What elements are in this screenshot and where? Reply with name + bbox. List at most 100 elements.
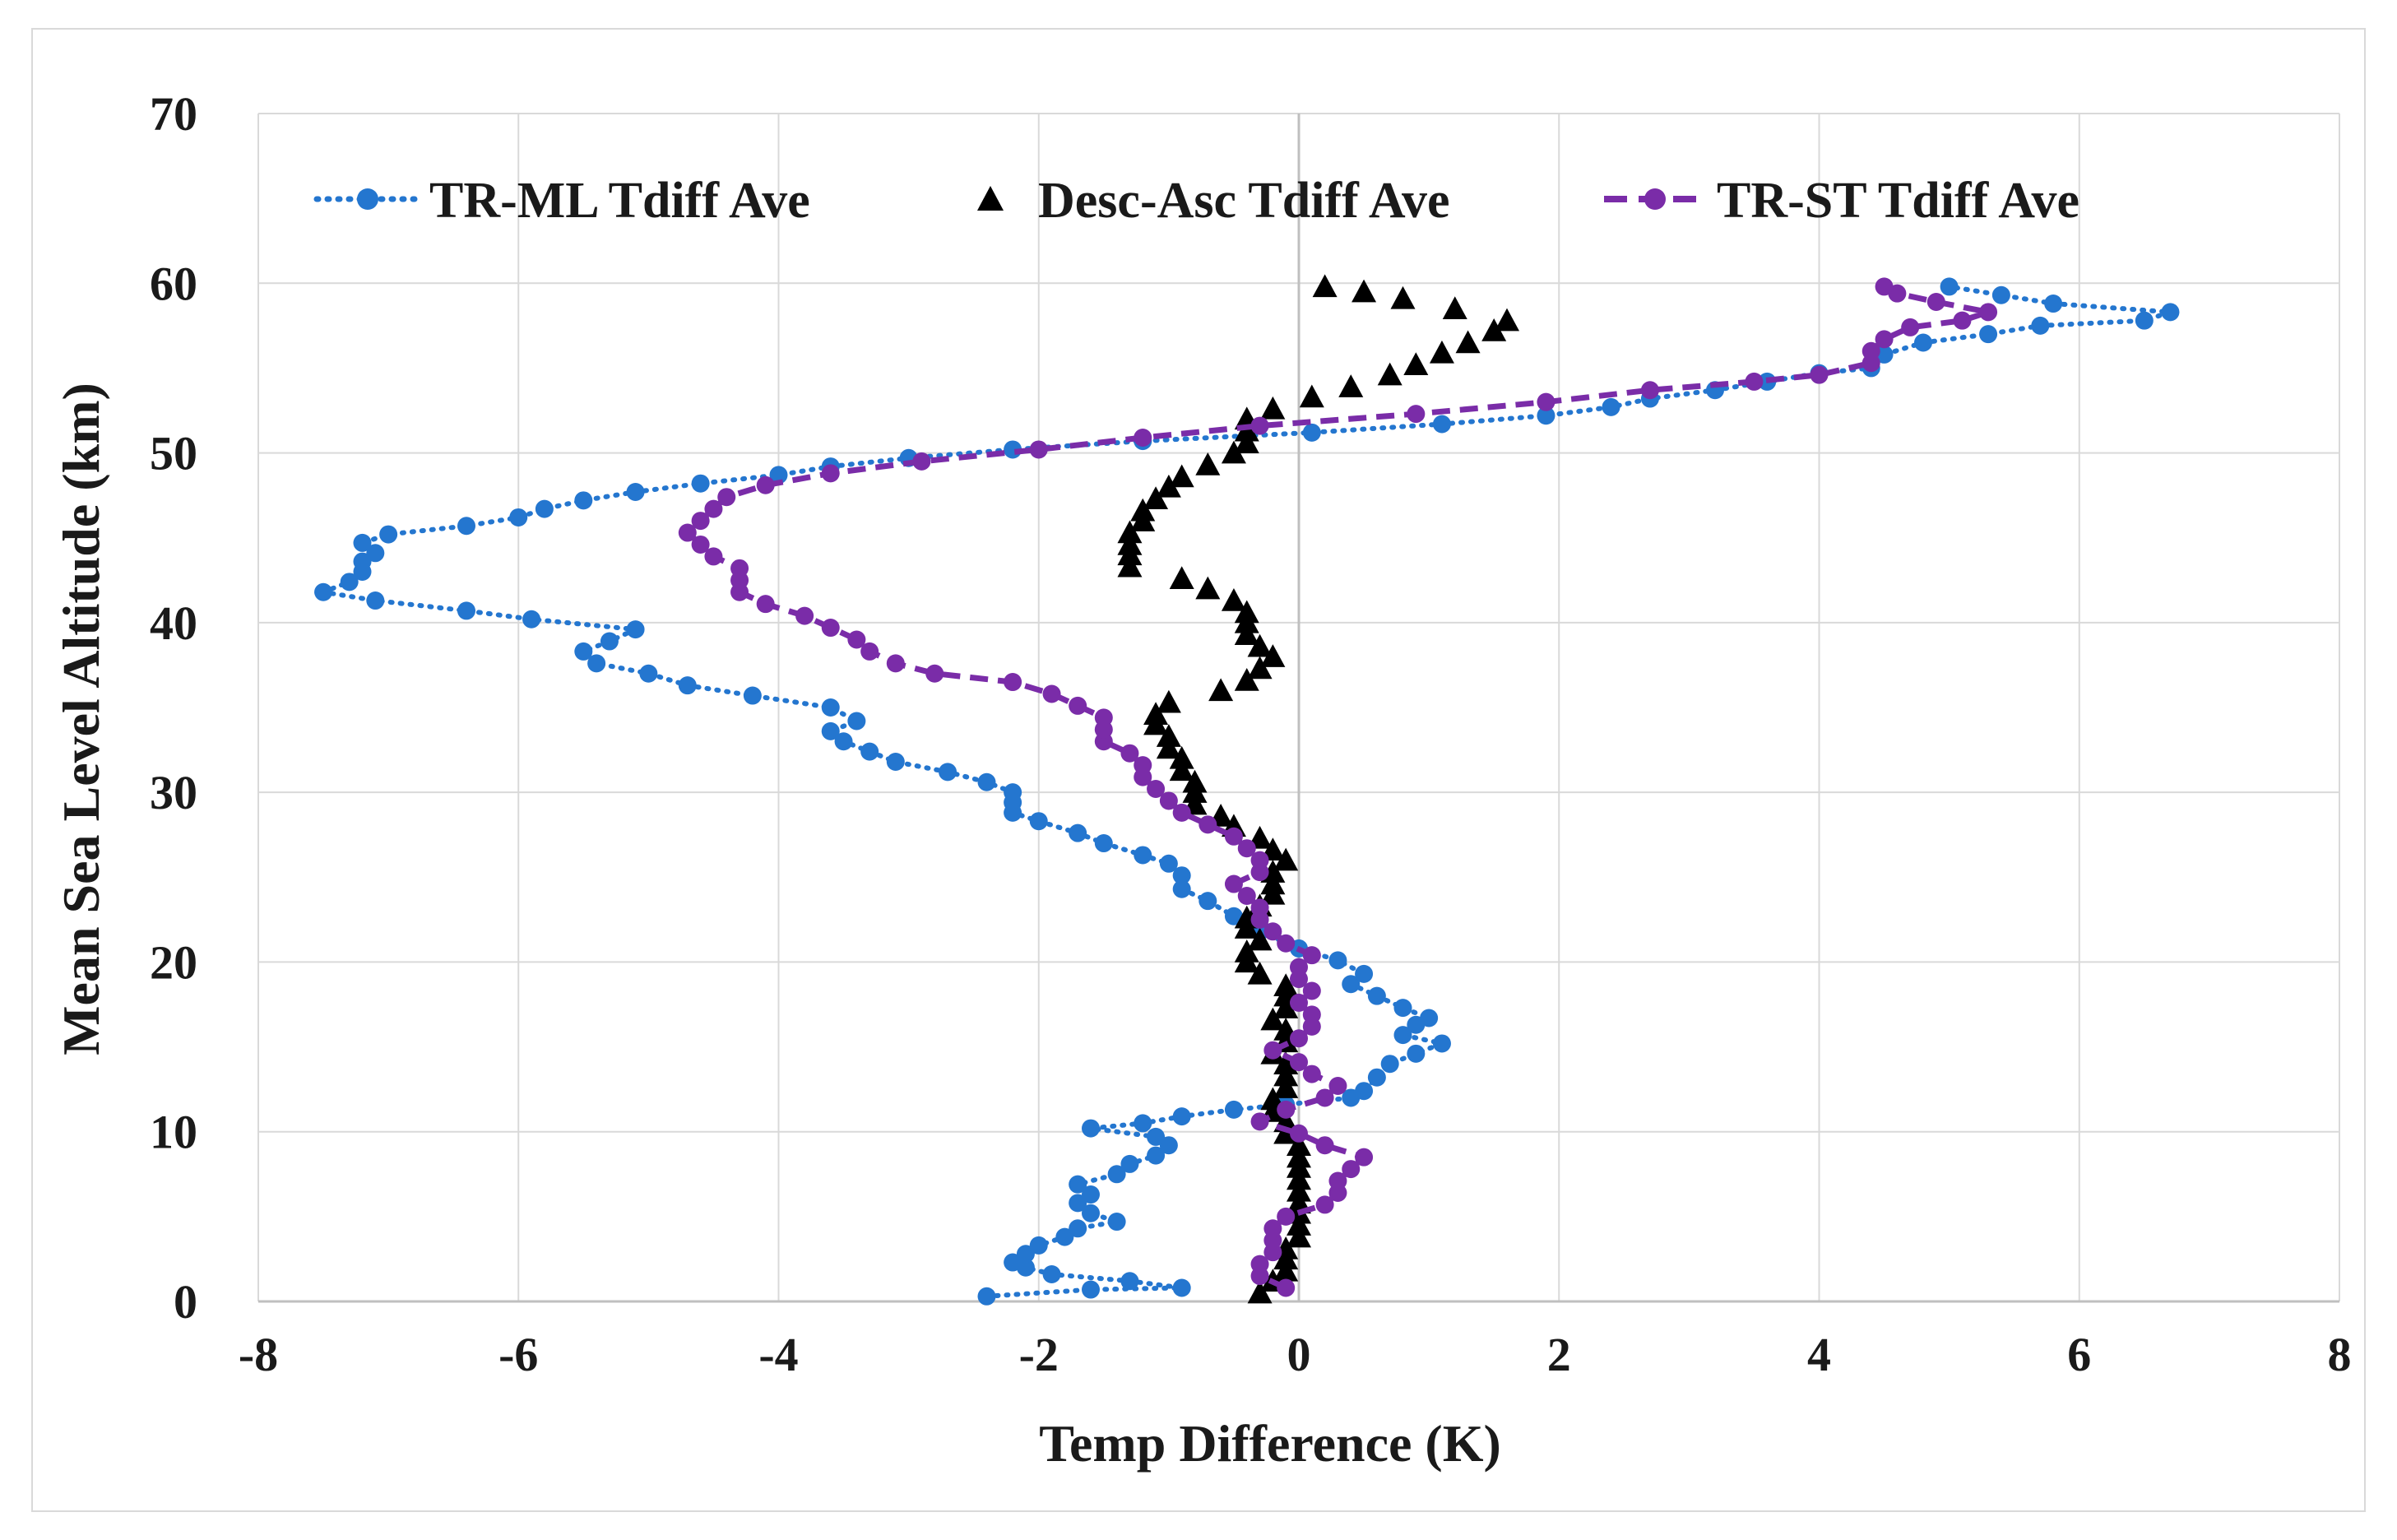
data-point bbox=[1537, 392, 1556, 411]
x-tick-label: -2 bbox=[1019, 1328, 1059, 1381]
legend-item-tr-st: TR-ST Tdiff Ave bbox=[1604, 173, 2079, 229]
data-point bbox=[834, 732, 853, 751]
data-point bbox=[1302, 946, 1321, 965]
data-point bbox=[1143, 486, 1169, 510]
data-point bbox=[1169, 758, 1194, 782]
data-point bbox=[1250, 1255, 1269, 1273]
data-point bbox=[1250, 416, 1269, 435]
data-point bbox=[977, 1287, 996, 1306]
data-point bbox=[1810, 365, 1829, 384]
data-point bbox=[730, 559, 749, 578]
x-tick-label: 0 bbox=[1287, 1328, 1311, 1381]
data-point bbox=[1004, 783, 1022, 802]
data-point bbox=[1247, 927, 1273, 951]
data-point bbox=[366, 591, 385, 610]
data-point bbox=[1407, 1044, 1426, 1063]
data-point bbox=[1299, 384, 1324, 408]
data-point bbox=[1237, 886, 1256, 905]
legend-label-tr-st: TR-ST Tdiff Ave bbox=[1717, 173, 2079, 229]
data-point bbox=[1082, 1204, 1100, 1222]
data-point bbox=[1147, 780, 1166, 799]
data-point bbox=[1082, 1185, 1100, 1204]
data-point bbox=[1393, 1026, 1412, 1045]
data-point bbox=[1117, 520, 1143, 544]
data-point bbox=[1247, 633, 1273, 657]
data-point bbox=[1432, 415, 1451, 434]
x-axis-ticks: -8 -6 -4 -2 0 2 4 6 8 bbox=[239, 1328, 2352, 1381]
data-point bbox=[1107, 1165, 1126, 1184]
data-point bbox=[457, 517, 475, 536]
data-point bbox=[1979, 303, 1998, 322]
data-point bbox=[1290, 958, 1308, 976]
data-point bbox=[847, 712, 866, 731]
data-point bbox=[1247, 961, 1273, 985]
data-point bbox=[1338, 374, 1364, 397]
data-point bbox=[353, 533, 372, 552]
data-point bbox=[1287, 1178, 1311, 1202]
data-point bbox=[1169, 745, 1194, 769]
data-point bbox=[1481, 318, 1507, 341]
data-point bbox=[860, 742, 879, 761]
data-point bbox=[1143, 702, 1169, 726]
data-point bbox=[860, 642, 879, 661]
data-point bbox=[1290, 1029, 1308, 1048]
data-point bbox=[678, 523, 697, 542]
legend-label-tr-ml: TR-ML Tdiff Ave bbox=[429, 173, 810, 229]
x-tick-label: 2 bbox=[1547, 1328, 1571, 1381]
data-point bbox=[626, 483, 645, 502]
legend-marker-circle bbox=[357, 188, 378, 210]
data-point bbox=[1287, 1144, 1311, 1168]
data-point bbox=[1302, 1005, 1321, 1024]
chart-frame: 0 10 20 30 40 50 60 70 -8 -6 -4 -2 0 2 4 6 8 Temp Diffe… bbox=[31, 28, 2366, 1512]
data-point bbox=[1407, 405, 1426, 424]
data-point bbox=[366, 544, 385, 563]
data-point bbox=[1273, 1075, 1299, 1098]
data-point bbox=[1042, 1264, 1061, 1283]
data-point bbox=[1055, 1227, 1074, 1246]
data-point bbox=[1147, 1127, 1166, 1146]
data-point bbox=[587, 654, 606, 673]
data-point bbox=[1537, 406, 1556, 425]
legend-marker-circle bbox=[1644, 188, 1666, 210]
data-point bbox=[1247, 656, 1273, 680]
data-point bbox=[847, 630, 866, 649]
data-point bbox=[1120, 1272, 1139, 1291]
data-point bbox=[1367, 986, 1386, 1005]
data-point bbox=[1172, 879, 1191, 898]
data-point bbox=[2031, 316, 2050, 335]
x-tick-label: 4 bbox=[1807, 1328, 1831, 1381]
data-point bbox=[1315, 1195, 1334, 1214]
data-point bbox=[1172, 803, 1191, 822]
data-point bbox=[1273, 1051, 1299, 1074]
data-point bbox=[769, 466, 788, 485]
data-point bbox=[1315, 1136, 1334, 1155]
legend-item-desc-asc: Desc-Asc Tdiff Ave bbox=[977, 173, 1450, 229]
data-point bbox=[600, 632, 619, 651]
data-point bbox=[1069, 1219, 1087, 1238]
data-point bbox=[704, 547, 723, 566]
data-point bbox=[821, 619, 840, 638]
x-tick-label: -4 bbox=[758, 1328, 798, 1381]
data-point bbox=[1342, 1160, 1361, 1179]
x-axis-title: Temp Difference (K) bbox=[1039, 1414, 1501, 1473]
data-point bbox=[925, 664, 944, 683]
data-point bbox=[1147, 1146, 1166, 1165]
data-point bbox=[1159, 1136, 1178, 1155]
data-point bbox=[1117, 554, 1143, 578]
data-point bbox=[886, 654, 905, 673]
data-point bbox=[1224, 1100, 1243, 1119]
data-point bbox=[1156, 689, 1181, 713]
data-point bbox=[1172, 1278, 1191, 1297]
data-point bbox=[1273, 847, 1299, 871]
legend: TR-ML Tdiff Ave Desc-Asc Tdiff Ave TR-ST… bbox=[313, 173, 2079, 229]
data-point bbox=[1082, 1119, 1100, 1138]
data-point bbox=[1221, 588, 1246, 611]
data-point bbox=[1290, 1124, 1308, 1143]
data-point bbox=[1082, 1280, 1100, 1299]
data-point bbox=[535, 499, 554, 518]
data-point bbox=[1420, 1009, 1439, 1027]
y-tick-label: 30 bbox=[150, 766, 197, 819]
data-point bbox=[1250, 851, 1269, 870]
data-point bbox=[379, 525, 398, 544]
data-point bbox=[1377, 362, 1402, 386]
